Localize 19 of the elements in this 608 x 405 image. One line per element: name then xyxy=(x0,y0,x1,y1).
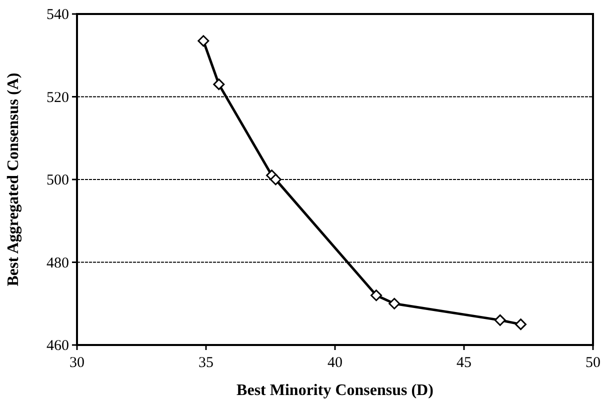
point xyxy=(515,318,527,330)
y-tick-label: 540 xyxy=(46,7,69,23)
point xyxy=(270,174,282,186)
y-tick-label: 500 xyxy=(46,172,69,188)
y-tick-label: 520 xyxy=(46,90,69,106)
x-tick-label: 45 xyxy=(456,355,472,371)
point xyxy=(370,290,382,302)
y-tick-label: 460 xyxy=(46,338,69,354)
x-tick-label: 40 xyxy=(328,355,342,371)
point xyxy=(198,35,210,47)
point xyxy=(213,78,225,90)
x-axis-title: Best Minority Consensus (D) xyxy=(236,382,434,399)
y-tick-label: 480 xyxy=(46,255,69,272)
x-tick-label: 35 xyxy=(198,355,214,371)
point xyxy=(388,298,400,310)
x-tick-label: 30 xyxy=(70,355,84,371)
y-axis-title: Best Aggregated Consensus (A) xyxy=(5,72,22,286)
point xyxy=(494,314,506,326)
x-tick-label: 50 xyxy=(586,355,600,371)
